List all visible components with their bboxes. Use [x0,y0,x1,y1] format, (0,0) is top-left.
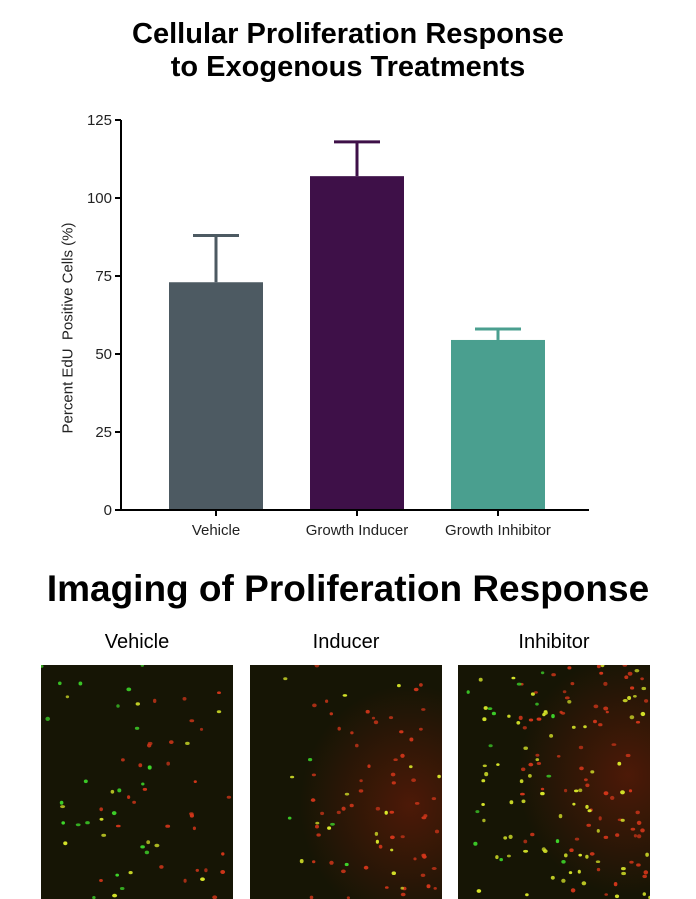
y-tick-label: 25 [95,424,112,441]
chart-title: Cellular Proliferation Response to Exoge… [0,18,696,84]
panel-label-vehicle: Vehicle [104,631,170,653]
y-tick-label: 100 [87,190,112,207]
y-tick-label: 75 [95,268,112,285]
y-tick-label: 50 [95,346,112,363]
bar-chart: 0 25 50 75 100 125 Vehicle Growth Inducer Growth… [87,112,589,539]
x-tick-label: Growth Inhibitor [445,522,551,539]
x-tick-label: Vehicle [192,522,240,539]
fluorescence-image-vehicle [41,665,233,899]
chart-title-line-1: Cellular Proliferation Response [132,18,564,50]
fluorescence-image-inhibitor [458,665,650,899]
x-tick-label: Growth Inducer [306,522,409,539]
fluorescence-image-inducer [250,665,442,899]
y-tick-label: 125 [87,112,112,129]
y-axis-label: Percent EdU Positive Cells (%) [59,222,77,434]
bar-vehicle [169,282,263,509]
chart-title-line-2: to Exogenous Treatments [170,51,526,83]
bar-growth-inhibitor [451,339,545,509]
y-tick-label: 0 [104,502,112,519]
panel-label-inhibitor: Inhibitor [518,631,590,653]
imaging-section-title: Imaging of Proliferation Response [46,568,650,609]
panel-label-inducer: Inducer [312,631,380,653]
bar-growth-inducer [310,176,404,509]
